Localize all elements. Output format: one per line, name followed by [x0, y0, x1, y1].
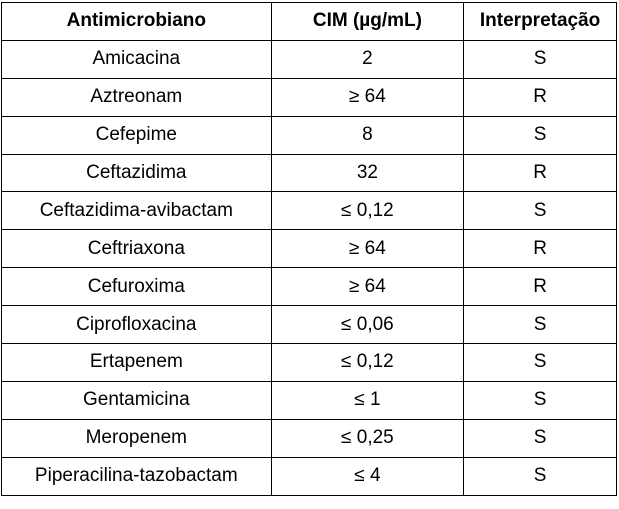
table-header-row: Antimicrobiano CIM (µg/mL) Interpretação [1, 2, 617, 41]
table-row: Aztreonam ≥ 64 R [1, 77, 617, 117]
antimicrobial-cell: Gentamicina [1, 380, 272, 420]
antimicrobial-cell: Ceftazidima [1, 153, 272, 193]
table-row: Amicacina 2 S [1, 39, 617, 79]
table-row: Gentamicina ≤ 1 S [1, 380, 617, 420]
interpretation-cell: S [463, 115, 617, 155]
antimicrobial-cell: Meropenem [1, 418, 272, 458]
antimicrobial-cell: Ciprofloxacina [1, 305, 272, 345]
interpretation-cell: S [463, 418, 617, 458]
table-row: Ceftazidima-avibactam ≤ 0,12 S [1, 191, 617, 231]
interpretation-cell: S [463, 305, 617, 345]
table-row: Ceftazidima 32 R [1, 153, 617, 193]
interpretation-cell: R [463, 229, 617, 269]
susceptibility-table-container: Antimicrobiano CIM (µg/mL) Interpretação… [1, 2, 617, 496]
mic-cell: ≤ 0,06 [270, 305, 465, 345]
antimicrobial-cell: Ertapenem [1, 343, 272, 382]
mic-cell: ≥ 64 [270, 267, 465, 307]
antimicrobial-cell: Aztreonam [1, 77, 272, 117]
interpretation-cell: S [463, 456, 617, 496]
mic-cell: 32 [270, 153, 465, 193]
interpretation-cell: S [463, 191, 617, 231]
mic-cell: ≤ 4 [270, 456, 465, 496]
interpretation-cell: R [463, 153, 617, 193]
column-header-mic: CIM (µg/mL) [270, 2, 465, 41]
antimicrobial-cell: Ceftazidima-avibactam [1, 191, 272, 231]
mic-cell: ≥ 64 [270, 229, 465, 269]
antimicrobial-cell: Ceftriaxona [1, 229, 272, 269]
mic-cell: 8 [270, 115, 465, 155]
mic-cell: ≥ 64 [270, 77, 465, 117]
mic-cell: ≤ 1 [270, 380, 465, 420]
table-row: Ertapenem ≤ 0,12 S [1, 343, 617, 382]
mic-cell: ≤ 0,12 [270, 191, 465, 231]
interpretation-cell: S [463, 343, 617, 382]
table-row: Meropenem ≤ 0,25 S [1, 418, 617, 458]
antimicrobial-cell: Piperacilina-tazobactam [1, 456, 272, 496]
antimicrobial-cell: Amicacina [1, 39, 272, 79]
column-header-antimicrobial: Antimicrobiano [1, 2, 272, 41]
table-row: Ceftriaxona ≥ 64 R [1, 229, 617, 269]
antimicrobial-cell: Cefuroxima [1, 267, 272, 307]
mic-cell: ≤ 0,12 [270, 343, 465, 382]
table-row: Cefuroxima ≥ 64 R [1, 267, 617, 307]
interpretation-cell: R [463, 267, 617, 307]
column-header-interpretation: Interpretação [463, 2, 617, 41]
interpretation-cell: S [463, 39, 617, 79]
table-row: Piperacilina-tazobactam ≤ 4 S [1, 456, 617, 496]
mic-cell: 2 [270, 39, 465, 79]
interpretation-cell: R [463, 77, 617, 117]
table-row: Cefepime 8 S [1, 115, 617, 155]
susceptibility-table: Antimicrobiano CIM (µg/mL) Interpretação… [1, 2, 617, 496]
mic-cell: ≤ 0,25 [270, 418, 465, 458]
antimicrobial-cell: Cefepime [1, 115, 272, 155]
table-row: Ciprofloxacina ≤ 0,06 S [1, 305, 617, 345]
interpretation-cell: S [463, 380, 617, 420]
